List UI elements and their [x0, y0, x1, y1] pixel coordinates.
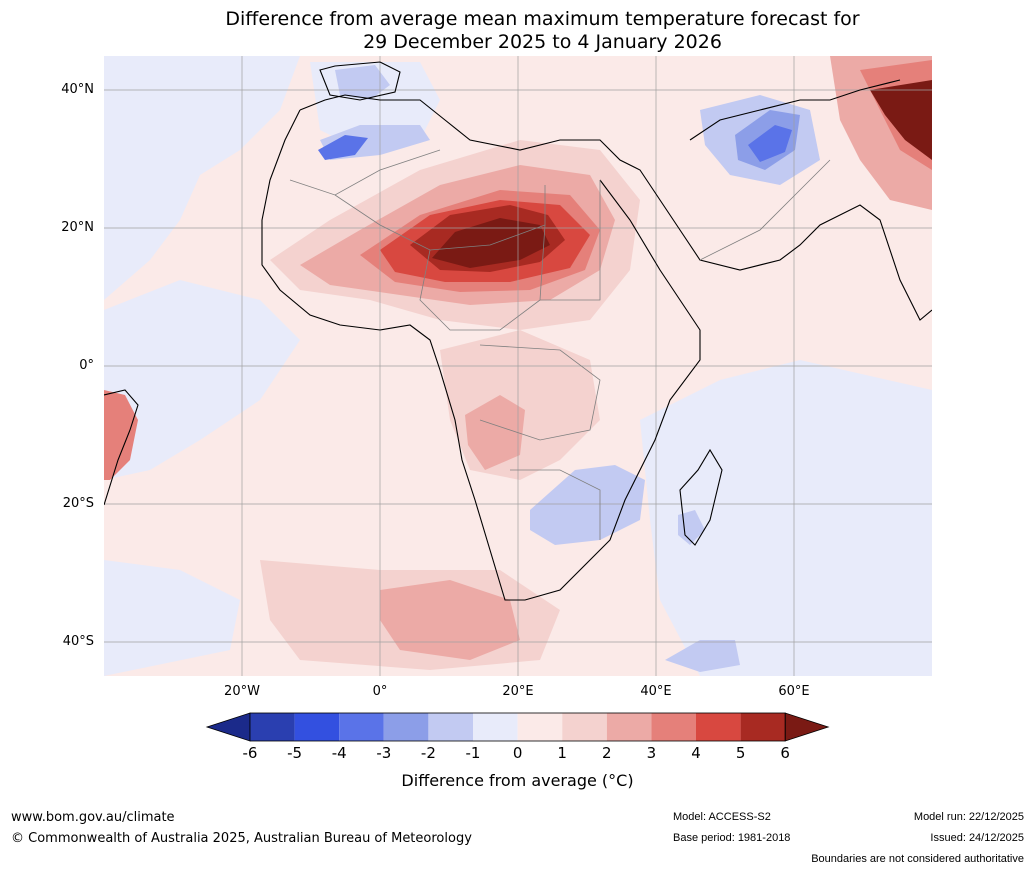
footer-model-run: Model run: 22/12/2025 — [913, 811, 1024, 823]
colorbar-tick-label: 2 — [602, 744, 612, 762]
country-borders — [289, 149, 831, 540]
lat-label-20n: 20°N — [61, 220, 94, 235]
colorbar-cell — [562, 713, 607, 741]
colorbar-cell — [428, 713, 473, 741]
colorbar-cell — [250, 713, 295, 741]
colorbar-tick-label: 5 — [735, 744, 746, 762]
colorbar-cell — [339, 713, 384, 741]
colorbar-extend-high — [784, 712, 830, 742]
colorbar-cell — [473, 713, 518, 741]
lat-label-20s: 20°S — [62, 496, 94, 511]
colorbar-tick-label: 4 — [691, 744, 701, 762]
cool-region-north-atlantic — [104, 56, 300, 300]
lon-label-0: 0° — [372, 684, 388, 699]
colorbar-tick-label: 0 — [512, 744, 523, 762]
colorbar-tick-label: -5 — [287, 744, 303, 762]
colorbar-cell — [740, 713, 786, 741]
lat-label-equator: 0° — [79, 358, 94, 373]
warm-region-congo — [465, 395, 525, 470]
colorbar-cell — [696, 713, 741, 741]
warm-region-south-atlantic-core — [380, 580, 520, 660]
cool-region-southern-africa — [530, 465, 645, 545]
temperature-anomaly-map — [104, 56, 932, 676]
colorbar-extend-low — [205, 712, 251, 742]
colorbar-cell — [651, 713, 696, 741]
lat-label-40n: 40°N — [61, 82, 94, 97]
colorbar-tick-label: -6 — [242, 744, 258, 762]
lat-label-40s: 40°S — [62, 634, 94, 649]
cool-region-indian-ocean — [640, 360, 932, 676]
coastlines — [104, 61, 932, 601]
colorbar-cell — [383, 713, 429, 741]
footer-website[interactable]: www.bom.gov.au/climate — [11, 810, 175, 825]
lon-label-20e: 20°E — [502, 684, 534, 699]
colorbar-tick-label: -4 — [331, 744, 347, 762]
colorbar-cell — [517, 713, 563, 741]
footer-issued: Issued: 24/12/2025 — [930, 832, 1024, 844]
colorbar-tick-label: 6 — [780, 744, 790, 762]
map-gridlines — [104, 56, 932, 676]
cool-region-south-indian — [665, 640, 740, 672]
cool-region-south-atlantic — [104, 560, 240, 676]
colorbar-tick-label: 1 — [557, 744, 567, 762]
colorbar-border — [249, 712, 786, 742]
lon-label-60e: 60°E — [778, 684, 810, 699]
cool-region-iberia — [335, 65, 390, 100]
colorbar-label: Difference from average (°C) — [401, 771, 634, 790]
title-line-2: 29 December 2025 to 4 January 2026 — [363, 31, 722, 53]
warm-region-brazil — [104, 390, 138, 480]
cool-region-morocco-core — [318, 135, 368, 160]
colorbar-tick-label: -3 — [376, 744, 392, 762]
colorbar — [205, 712, 830, 742]
colorbar-tick-label: -1 — [465, 744, 481, 762]
warm-region-mideast-peak — [870, 80, 932, 160]
footer-copyright: © Commonwealth of Australia 2025, Austra… — [11, 831, 472, 846]
warm-region-africa-peak — [432, 218, 550, 268]
colorbar-cell — [294, 713, 340, 741]
lon-label-20w: 20°W — [224, 684, 260, 699]
colorbar-tick-label: 3 — [646, 744, 657, 762]
colorbar-tick-label: -2 — [420, 744, 436, 762]
footer-model: Model: ACCESS-S2 — [673, 811, 771, 823]
title-line-1: Difference from average mean maximum tem… — [225, 8, 860, 30]
cool-region-tropical-atlantic — [104, 280, 300, 480]
chart-title: Difference from average mean maximum tem… — [0, 8, 1035, 54]
cool-region-madagascar — [678, 510, 705, 545]
footer-base-period: Base period: 1981-2018 — [673, 832, 791, 844]
footer-disclaimer: Boundaries are not considered authoritat… — [811, 853, 1024, 865]
cool-region-iran-peak — [748, 125, 792, 162]
lon-label-40e: 40°E — [640, 684, 672, 699]
colorbar-cell — [606, 713, 652, 741]
